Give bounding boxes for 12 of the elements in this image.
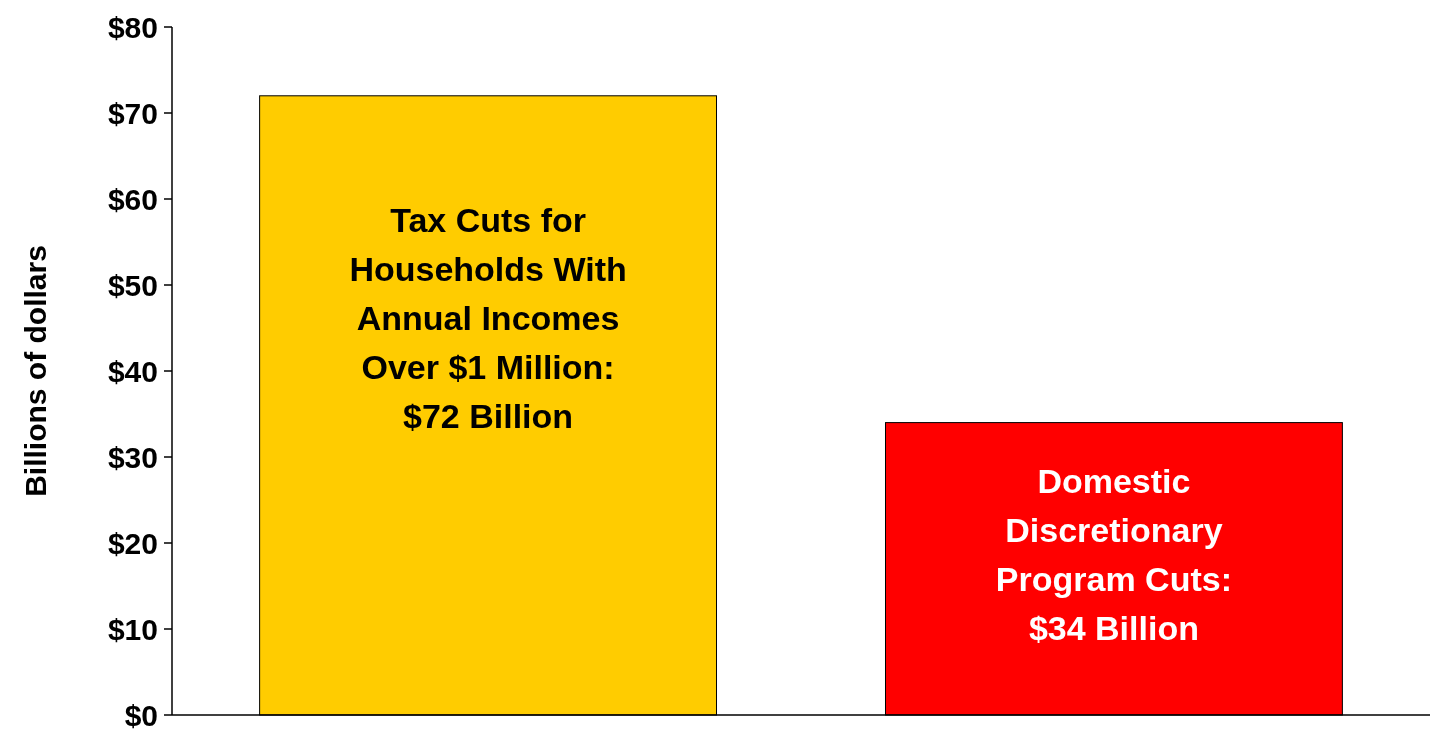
y-tick-label: $0 <box>124 698 158 732</box>
y-tick-label: $30 <box>107 440 158 474</box>
y-tick-label: $80 <box>107 10 158 44</box>
y-tick-label: $40 <box>107 354 158 388</box>
y-tick-label: $70 <box>107 96 158 130</box>
y-axis-title: Billions of dollars <box>19 245 52 497</box>
data-label: Tax Cuts for Households With Annual Incomes Over $1 Million: $72 Billion <box>349 200 627 435</box>
data-label: Domestic Discretionary Program Cuts: $34 Billion <box>995 462 1233 648</box>
y-tick-label: $60 <box>107 182 158 216</box>
y-tick-label: $10 <box>107 612 158 646</box>
y-tick-label: $50 <box>107 268 158 302</box>
y-tick-label: $20 <box>107 526 158 560</box>
